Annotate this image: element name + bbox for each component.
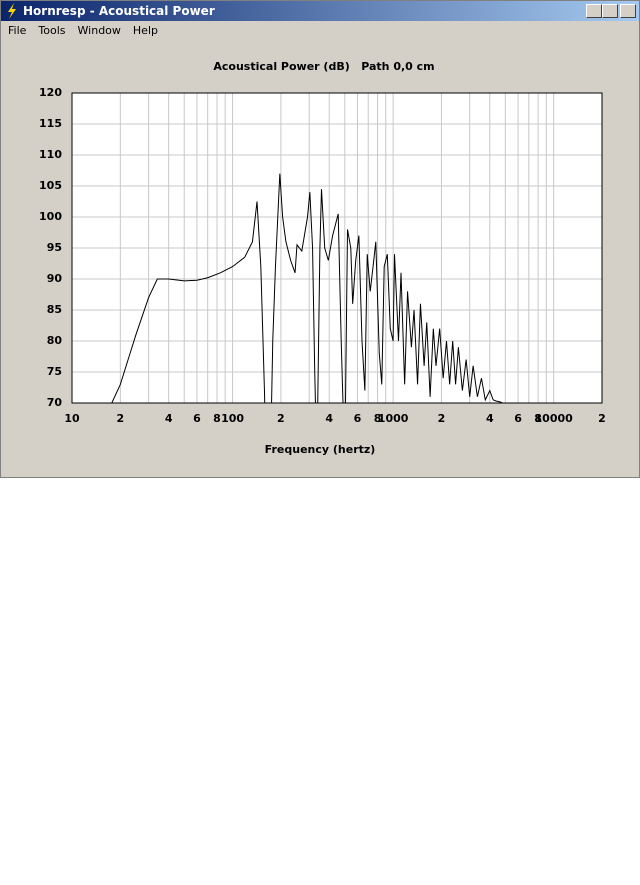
title-bar: Hornresp - Acoustical Power (1, 1, 639, 21)
y-tick-label: 90 (47, 272, 63, 285)
y-tick-label: 105 (39, 179, 62, 192)
chart: Acoustical Power (dB) Path 0,0 cm Freque… (39, 60, 606, 456)
x-tick-label: 100 (221, 412, 244, 425)
menu-item[interactable]: Window (77, 24, 121, 37)
x-tick-label: 10 (64, 412, 80, 425)
app-icon (8, 3, 16, 19)
x-tick-label: 4 (486, 412, 494, 425)
series-group (111, 173, 503, 403)
menu-bar: File Tools Window Help (1, 21, 639, 41)
x-tick-label: 2 (438, 412, 446, 425)
y-tick-label: 100 (39, 210, 62, 223)
chart-title: Acoustical Power (dB) Path 0,0 cm (213, 60, 434, 73)
minimize-button[interactable] (586, 4, 602, 18)
y-tick-label: 75 (47, 365, 62, 378)
y-tick-label: 115 (39, 117, 62, 130)
x-tick-label: 8 (213, 412, 221, 425)
window-title: Hornresp - Acoustical Power (23, 4, 215, 18)
menu-item[interactable]: Tools (38, 24, 66, 37)
x-tick-label: 4 (165, 412, 173, 425)
y-tick-label: 70 (47, 396, 63, 409)
x-axis-label: Frequency (hertz) (265, 443, 376, 456)
y-tick-label: 80 (47, 334, 63, 347)
x-tick-label: 8 (374, 412, 382, 425)
y-tick-label: 110 (39, 148, 62, 161)
y-tick-label: 95 (47, 241, 62, 254)
maximize-button[interactable] (602, 4, 618, 18)
menu-item[interactable]: File (8, 24, 27, 37)
y-tick-label: 120 (39, 86, 62, 99)
x-tick-label: 2 (598, 412, 606, 425)
x-tick-label: 10000 (535, 412, 574, 425)
x-tick-label: 6 (514, 412, 522, 425)
x-tick-label: 4 (325, 412, 333, 425)
x-tick-label: 8 (534, 412, 542, 425)
close-button[interactable] (620, 4, 636, 18)
response-line (111, 173, 503, 403)
x-tick-label: 2 (117, 412, 125, 425)
x-tick-label: 6 (354, 412, 362, 425)
x-tick-label: 1000 (378, 412, 409, 425)
y-tick-label: 85 (47, 303, 62, 316)
menu-item[interactable]: Help (132, 24, 158, 37)
x-tick-label: 2 (277, 412, 285, 425)
x-tick-label: 6 (193, 412, 201, 425)
plot-frame (71, 92, 603, 404)
